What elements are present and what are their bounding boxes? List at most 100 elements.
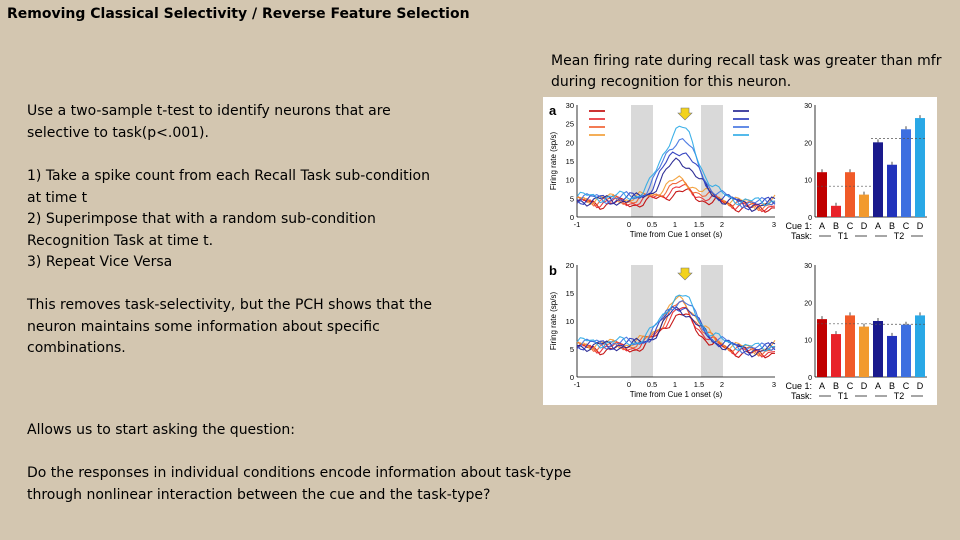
psth-trace (576, 299, 776, 354)
bar-mark (845, 315, 855, 377)
panel-label: a (549, 103, 557, 118)
cue-arrow-icon (677, 107, 693, 121)
cue-row-label: Cue 1: (785, 221, 812, 231)
bar-mark (817, 319, 827, 377)
psth-y-tick: 25 (566, 120, 574, 129)
psth-y-tick: 10 (566, 176, 574, 185)
psth-x-tick: 3 (772, 380, 776, 389)
bar-mark (873, 321, 883, 377)
psth-y-tick: 5 (570, 345, 574, 354)
bar-cue-label: D (861, 381, 868, 391)
psth-x-tick: 1 (673, 380, 677, 389)
bar-y-tick: 10 (804, 338, 812, 345)
bar-y-tick: 30 (804, 263, 812, 270)
bar-y-tick: 0 (808, 215, 812, 222)
bar-mark (887, 335, 897, 377)
psth-y-tick: 5 (570, 194, 574, 203)
psth-x-tick: 3 (772, 220, 776, 229)
task-group-label: T1 (838, 391, 849, 401)
psth-x-label: Time from Cue 1 onset (s) (630, 390, 723, 399)
figure-caption: Mean firing rate during recall task was … (551, 53, 942, 90)
psth-x-tick: 2 (720, 380, 724, 389)
research-question: Do the responses in individual condition… (27, 465, 572, 503)
bar-mark (859, 326, 869, 377)
step-item: 3) Repeat Vice Versa (27, 254, 173, 270)
bar-cue-label: D (861, 221, 868, 231)
bar-mark (887, 164, 897, 217)
bar-cue-label: B (833, 381, 839, 391)
step-item: 2) Superimpose that with a random sub-co… (27, 211, 376, 249)
psth-x-tick: 2 (720, 220, 724, 229)
question-lead: Allows us to start asking the question: (27, 422, 296, 438)
bar-y-tick: 10 (804, 178, 812, 185)
psth-trace (576, 306, 776, 356)
bar-cue-label: C (847, 221, 854, 231)
steps-list: 1) Take a spike count from each Recall T… (27, 166, 447, 274)
bar-y-tick: 20 (804, 300, 812, 307)
bar-mark (831, 205, 841, 217)
bar-cue-label: A (819, 381, 825, 391)
bar-mark (915, 118, 925, 217)
cue-row-label: Cue 1: (785, 381, 812, 391)
psth-y-tick: 15 (566, 157, 574, 166)
cue-window-shade (631, 265, 653, 377)
task-group-label: T2 (894, 391, 905, 401)
psth-y-label: Firing rate (sp/s) (549, 132, 558, 191)
psth-x-tick: 0 (627, 380, 631, 389)
psth-x-tick: 0.5 (647, 220, 657, 229)
bar-mark (901, 129, 911, 217)
psth-trace (576, 294, 775, 352)
psth-y-tick: 15 (566, 289, 574, 298)
psth-y-label: Firing rate (sp/s) (549, 292, 558, 351)
bar-cue-label: A (819, 221, 825, 231)
panel-label: b (549, 263, 557, 278)
psth-x-tick: 1 (673, 220, 677, 229)
psth-x-tick: 0 (627, 220, 631, 229)
psth-trace (576, 125, 775, 207)
intro-paragraph: Use a two-sample t-test to identify neur… (27, 103, 391, 141)
slide-title: Removing Classical Selectivity / Reverse… (7, 6, 470, 22)
bar-cue-label: C (847, 381, 854, 391)
psth-y-tick: 0 (570, 373, 574, 382)
psth-y-tick: 20 (566, 261, 574, 270)
bar-cue-label: D (917, 381, 924, 391)
psth-y-tick: 20 (566, 138, 574, 147)
bar-y-tick: 30 (804, 103, 812, 110)
psth-x-tick: 1.5 (694, 380, 704, 389)
bar-mark (873, 142, 883, 217)
bar-cue-label: C (903, 221, 910, 231)
bar-cue-label: A (875, 381, 881, 391)
psth-x-tick: -1 (574, 220, 581, 229)
bar-cue-label: C (903, 381, 910, 391)
bar-cue-label: B (889, 221, 895, 231)
psth-x-tick: 0.5 (647, 380, 657, 389)
task-row-label: Task: (791, 231, 812, 241)
psth-trace (576, 187, 775, 213)
bar-mark (817, 172, 827, 217)
bar-mark (915, 315, 925, 377)
bar-cue-label: B (833, 221, 839, 231)
cue-window-shade (701, 265, 723, 377)
cue-window-shade (631, 105, 653, 217)
task-group-label: T1 (838, 231, 849, 241)
bar-mark (831, 334, 841, 377)
psth-trace (576, 151, 776, 211)
bar-y-tick: 0 (808, 375, 812, 382)
bar-cue-label: D (917, 221, 924, 231)
psth-y-tick: 0 (570, 213, 574, 222)
psth-x-label: Time from Cue 1 onset (s) (630, 230, 723, 239)
task-group-label: T2 (894, 231, 905, 241)
psth-x-tick: 1.5 (694, 220, 704, 229)
psth-trace (576, 313, 776, 359)
psth-trace (576, 137, 776, 209)
bar-mark (845, 172, 855, 217)
neuron-figure: 0 5 10 15 20 25 30 -1 0 0.5 1 1.5 2 3 Time from Cue 1 … (543, 97, 937, 405)
psth-x-tick: -1 (574, 380, 581, 389)
psth-y-tick: 30 (566, 101, 574, 110)
psth-y-tick: 10 (566, 317, 574, 326)
result-paragraph: This removes task-selectivity, but the P… (27, 297, 432, 356)
bar-cue-label: B (889, 381, 895, 391)
bar-mark (859, 194, 869, 217)
task-row-label: Task: (791, 391, 812, 401)
